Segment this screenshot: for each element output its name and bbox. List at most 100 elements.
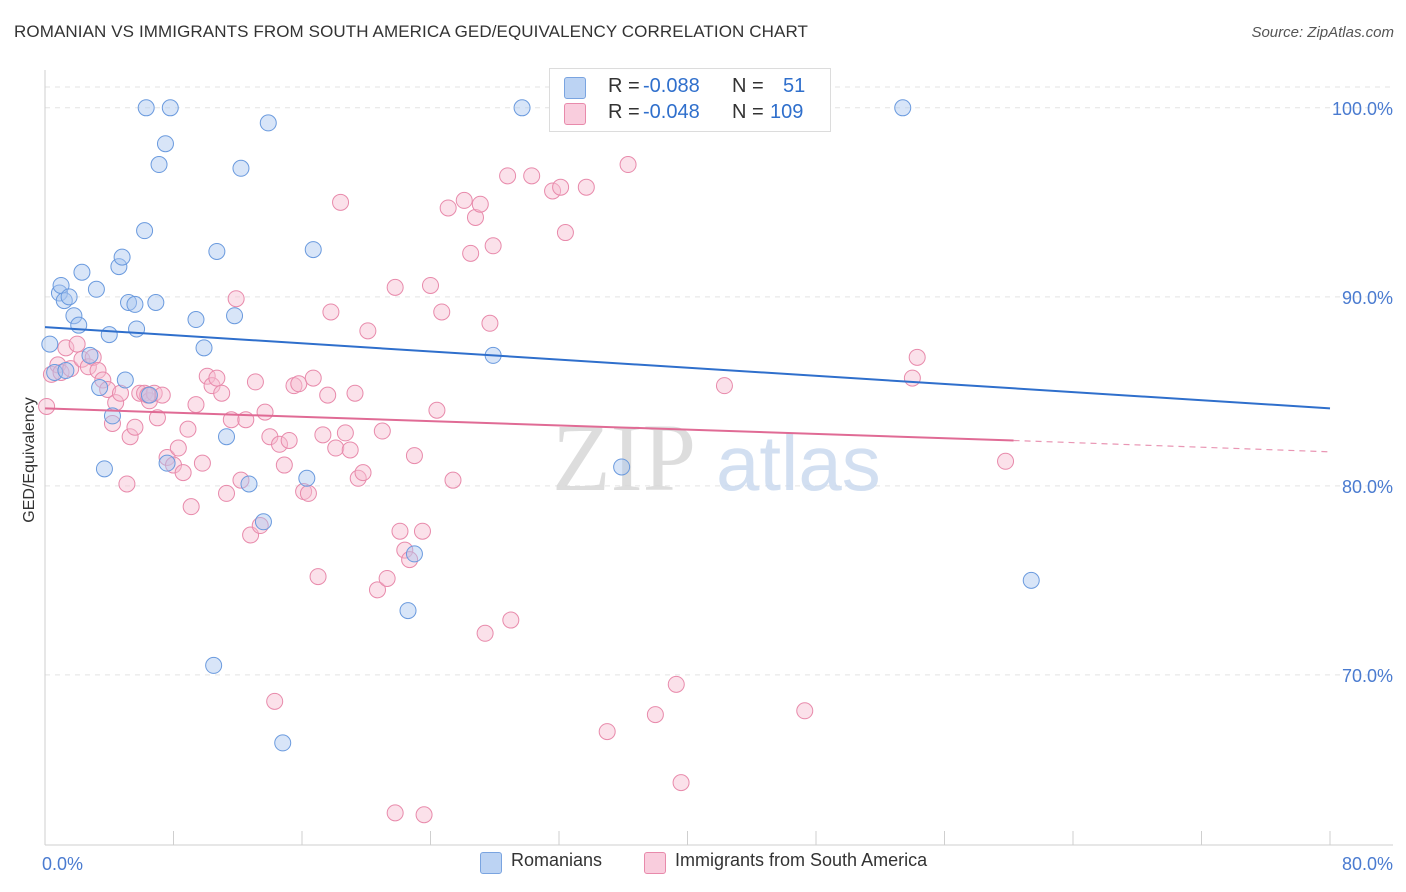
point-immigrants — [84, 348, 102, 366]
legend-n-label-2: N = — [732, 101, 764, 123]
point-immigrants — [646, 706, 664, 724]
point-immigrants — [174, 464, 192, 482]
legend-r-value-1: -0.088 — [643, 75, 700, 97]
point-immigrants — [368, 581, 386, 599]
point-immigrants — [118, 475, 136, 493]
point-immigrants — [208, 369, 226, 387]
point-immigrants — [218, 484, 236, 502]
y-axis-label: GED/Equivalency — [21, 397, 38, 522]
legend-box: R = -0.088 N = 51 R = -0.048 N = 109 — [549, 68, 831, 132]
y-tick-label: 100.0% — [1332, 99, 1393, 119]
point-immigrants — [304, 369, 322, 387]
y-tick-labels: 70.0% 80.0% 90.0% 100.0% — [1332, 99, 1393, 686]
point-romanians — [205, 656, 223, 674]
bottom-legend-swatch-romanians — [480, 852, 502, 874]
point-immigrants — [246, 373, 264, 391]
point-romanians — [100, 326, 118, 344]
point-immigrants — [433, 303, 451, 321]
point-immigrants — [153, 386, 171, 404]
point-immigrants — [256, 403, 274, 421]
point-romanians — [208, 242, 226, 260]
point-immigrants — [502, 611, 520, 629]
point-immigrants — [332, 193, 350, 211]
point-immigrants — [271, 435, 289, 453]
y-tick-label: 80.0% — [1342, 477, 1393, 497]
point-immigrants — [444, 471, 462, 489]
bottom-legend-romanians: Romanians — [511, 850, 603, 870]
point-immigrants — [182, 498, 200, 516]
point-immigrants — [903, 369, 921, 387]
point-immigrants — [309, 568, 327, 586]
point-immigrants — [187, 396, 205, 414]
chart-title: ROMANIAN VS IMMIGRANTS FROM SOUTH AMERIC… — [14, 22, 809, 41]
point-immigrants — [266, 692, 284, 710]
point-immigrants — [415, 806, 433, 824]
point-immigrants — [359, 322, 377, 340]
point-immigrants — [373, 422, 391, 440]
point-immigrants — [523, 167, 541, 185]
x-tick-label-start: 0.0% — [42, 854, 83, 874]
legend-swatch-romanians — [564, 77, 586, 99]
point-immigrants — [111, 384, 129, 402]
point-immigrants — [405, 447, 423, 465]
point-immigrants — [471, 195, 489, 213]
point-immigrants — [148, 409, 166, 427]
point-immigrants — [386, 804, 404, 822]
point-immigrants — [378, 569, 396, 587]
series-immigrants-points — [38, 156, 1015, 824]
point-romanians — [65, 307, 83, 325]
point-immigrants — [299, 484, 317, 502]
point-romanians — [57, 362, 75, 380]
point-romanians — [126, 295, 144, 313]
point-immigrants — [126, 418, 144, 436]
point-romanians — [60, 288, 78, 306]
point-immigrants — [499, 167, 517, 185]
point-immigrants — [314, 426, 332, 444]
trend-line-romanians — [44, 326, 1331, 410]
point-immigrants — [179, 420, 197, 438]
bottom-legend-immigrants: Immigrants from South America — [675, 850, 928, 870]
point-romanians — [91, 379, 109, 397]
legend-n-label-1: N = — [732, 75, 764, 97]
point-romanians — [120, 294, 138, 311]
point-romanians — [140, 386, 158, 404]
point-romanians — [240, 475, 258, 493]
point-romanians — [274, 734, 292, 752]
legend-swatch-immigrants — [564, 103, 586, 125]
point-romanians — [218, 428, 236, 446]
point-immigrants — [908, 348, 926, 366]
point-romanians — [103, 407, 121, 425]
point-immigrants — [401, 551, 419, 569]
point-immigrants — [213, 384, 231, 402]
point-romanians — [254, 513, 272, 531]
point-immigrants — [391, 522, 409, 540]
point-immigrants — [346, 384, 364, 402]
point-immigrants — [275, 456, 293, 474]
point-romanians — [73, 263, 91, 281]
point-immigrants — [577, 178, 595, 196]
point-immigrants — [57, 339, 75, 357]
point-immigrants — [280, 431, 298, 449]
legend-r-label-1: R = — [608, 75, 640, 97]
watermark-zip: ZIP — [552, 404, 696, 511]
point-romanians — [128, 320, 146, 338]
point-romanians — [136, 222, 154, 240]
x-tick-label-end: 80.0% — [1342, 854, 1393, 874]
point-immigrants — [290, 375, 308, 393]
point-romanians — [41, 335, 59, 353]
point-romanians — [298, 469, 316, 487]
point-romanians — [226, 307, 244, 325]
point-romanians — [259, 114, 277, 132]
point-romanians — [147, 294, 165, 311]
point-immigrants — [455, 191, 473, 209]
point-romanians — [894, 99, 912, 117]
point-immigrants — [484, 237, 502, 255]
point-romanians — [158, 454, 176, 472]
point-romanians — [399, 602, 417, 620]
point-romanians — [87, 280, 105, 298]
point-immigrants — [796, 702, 814, 720]
point-immigrants — [121, 428, 139, 446]
point-romanians — [113, 248, 131, 266]
point-immigrants — [422, 276, 439, 294]
